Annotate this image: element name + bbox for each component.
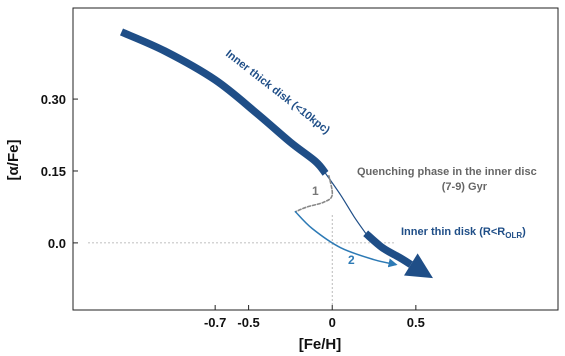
thin-disk-label-subscript: OLR (505, 231, 522, 240)
x-tick-label: 0 (329, 315, 336, 330)
x-tick-label: -0.5 (237, 315, 259, 330)
series-line-quench (324, 172, 367, 234)
axis-ticks: -0.7 -0.5 0 0.5 0.0 0.15 0.30 (41, 92, 425, 330)
path-2-label: 2 (348, 253, 355, 267)
series-line-path2 (294, 210, 398, 268)
x-axis-label: [Fe/H] (299, 336, 342, 353)
thin-disk-label-main: Inner thin disk (R<R (401, 226, 505, 238)
series-line-path1 (294, 174, 334, 213)
thin-disk-arrowhead (404, 253, 433, 279)
path-1-label: 1 (312, 184, 319, 198)
y-tick-label: 0.15 (41, 164, 66, 179)
series-line-thin (363, 230, 413, 268)
quenching-label-line1: Quenching phase in the inner disc (357, 166, 537, 178)
y-axis-label: [α/Fe] (5, 140, 22, 181)
x-tick-label: -0.7 (204, 315, 226, 330)
x-tick-label: 0.5 (407, 315, 425, 330)
series-line-thick (119, 28, 329, 176)
thin-disk-label-close: ) (522, 226, 526, 238)
y-tick-label: 0.30 (41, 92, 66, 107)
thin-disk-label: Inner thin disk (R<ROLR) (401, 226, 526, 240)
plot-frame (72, 7, 559, 311)
series-group (119, 28, 433, 279)
quenching-label-line2: (7-9) Gyr (442, 181, 488, 193)
y-tick-label: 0.0 (48, 236, 66, 251)
thick-disk-label: Inner thick disk (<10kpc) (223, 48, 332, 137)
